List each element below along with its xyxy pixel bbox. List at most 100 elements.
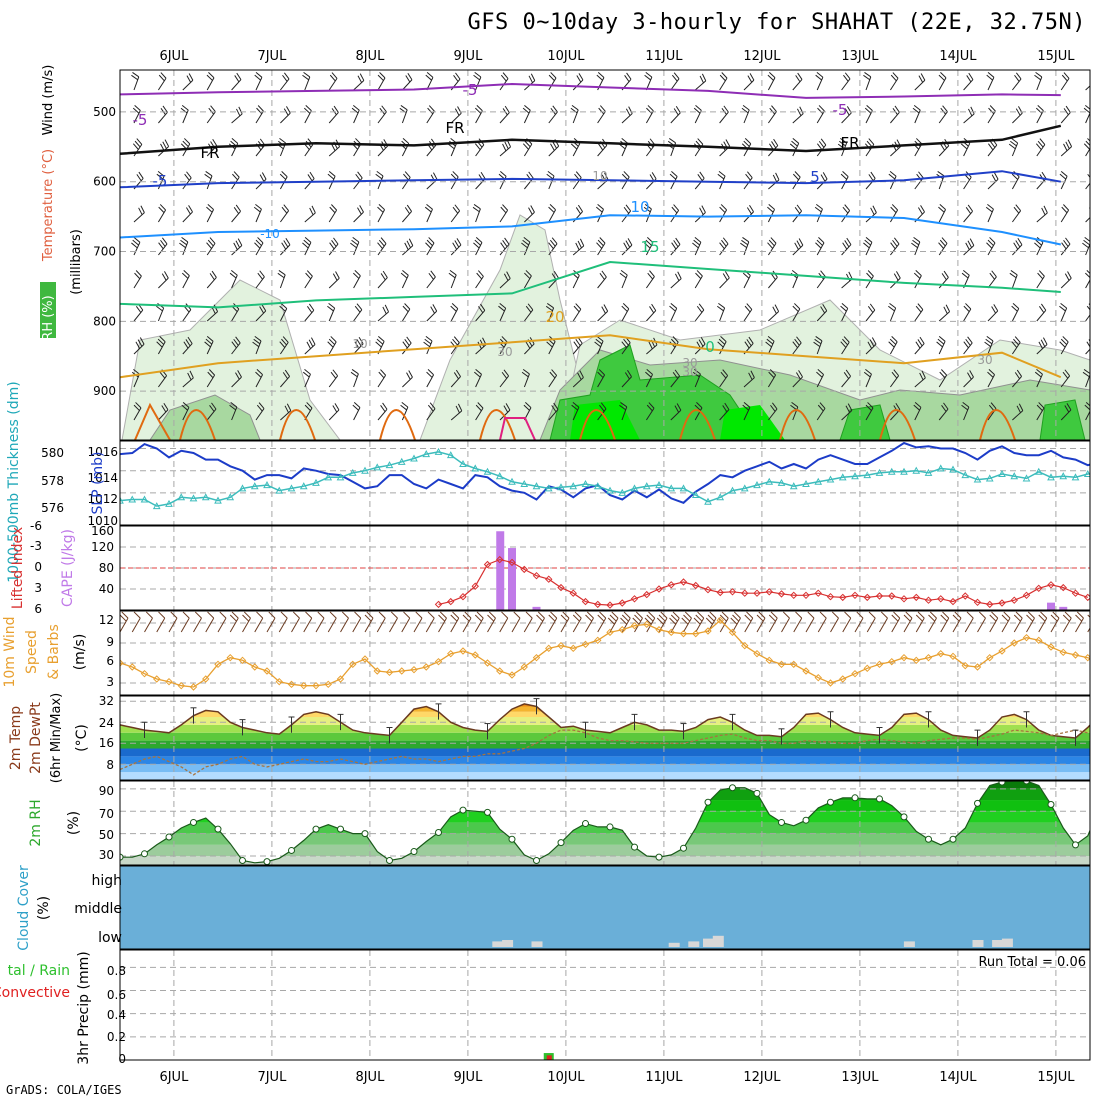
barb-feather: [892, 72, 899, 79]
isotherm-25: [479, 409, 516, 440]
barb-feather: [158, 242, 164, 250]
barb-feather: [136, 138, 143, 145]
barb-staff: [328, 409, 340, 421]
wind-barb: [158, 237, 168, 256]
wind-barb: [231, 370, 242, 388]
barb-staff: [450, 410, 463, 421]
lifted-index-marker: [888, 592, 896, 600]
wind-barb: [523, 270, 532, 289]
date-label-bottom: 15JUL: [1037, 1070, 1075, 1085]
barb-staff: [928, 617, 937, 633]
barb-feather: [551, 237, 558, 244]
wind-barb: [1060, 369, 1071, 388]
barb-staff: [597, 276, 607, 289]
wind-speed-marker: [998, 647, 1006, 655]
wind-barb: [377, 270, 388, 289]
barb-feather: [843, 336, 850, 343]
isotherm-25: [579, 409, 616, 440]
thickness-marker: [508, 477, 516, 485]
barb-staff: [767, 341, 775, 355]
barb-staff: [646, 144, 656, 157]
thickness-line: [120, 451, 1090, 507]
wind-barb: [890, 237, 900, 256]
wind-barb: [1036, 270, 1045, 289]
wind-barb: [1034, 71, 1043, 91]
barb-feather: [382, 306, 387, 315]
barb-feather: [815, 336, 823, 342]
barb-feather: [601, 306, 606, 314]
barb-feather: [621, 137, 629, 144]
wind-barb: [1035, 138, 1046, 157]
barb-feather: [767, 242, 774, 249]
precip-tick: 0.8: [107, 964, 126, 978]
barb-staff: [304, 374, 311, 388]
barb-feather: [1015, 611, 1023, 619]
thickness-marker: [189, 494, 198, 502]
date-label-top: 11JUL: [645, 49, 683, 64]
barb-feather: [744, 138, 752, 145]
barb-feather: [889, 302, 896, 309]
wind-barb: [863, 236, 873, 256]
barb-feather: [499, 302, 507, 309]
barb-staff: [1011, 176, 1020, 190]
barb-feather: [819, 402, 826, 409]
wind-barb: [816, 270, 826, 289]
barb-feather: [430, 270, 436, 278]
barb-feather: [375, 173, 383, 180]
barb-feather: [623, 611, 631, 619]
barb-feather: [820, 270, 826, 277]
barb-feather: [573, 305, 580, 313]
barb-staff: [133, 76, 140, 91]
barb-feather: [709, 611, 717, 619]
barb-staff: [231, 406, 238, 421]
barb-feather: [1035, 71, 1043, 78]
barb-staff: [548, 341, 556, 355]
wind-barb: [911, 236, 921, 256]
barb-feather: [1062, 371, 1069, 379]
barb-staff: [914, 109, 921, 124]
wind-speed-marker: [655, 625, 663, 634]
barb-feather: [524, 272, 531, 279]
wind-barb: [1036, 303, 1047, 322]
barb-feather: [937, 338, 945, 345]
pressure-tick: 700: [93, 245, 116, 259]
barb-staff: [719, 341, 727, 355]
barb-staff: [572, 79, 584, 91]
wind-barb: [961, 401, 970, 421]
barb-feather: [304, 368, 311, 375]
barb-staff: [231, 275, 238, 289]
barb-feather: [632, 617, 640, 625]
barb-feather: [161, 237, 168, 245]
barb-feather: [693, 617, 701, 625]
barb-feather: [448, 272, 456, 279]
wind-barb: [315, 611, 325, 633]
barb-staff: [719, 243, 729, 256]
wind-barb: [450, 238, 462, 256]
upper-air-frame: [119, 69, 1091, 441]
wind-barb: [255, 402, 265, 421]
barb-feather: [718, 302, 725, 309]
wind-barb: [524, 303, 534, 322]
barb-feather: [525, 270, 532, 277]
barb-staff: [694, 309, 705, 322]
wind-speed-marker: [581, 640, 590, 649]
barb-feather: [528, 75, 533, 83]
barb-feather: [919, 336, 925, 344]
barb-feather: [522, 107, 530, 114]
wind-barb: [1035, 105, 1044, 124]
barb-staff: [1060, 78, 1070, 91]
barb-feather: [356, 339, 362, 347]
barb-feather: [941, 237, 948, 244]
barb-staff: [450, 142, 458, 157]
wind-barb: [816, 369, 825, 388]
barb-staff: [401, 617, 411, 633]
barb-staff: [182, 241, 189, 256]
barb-feather: [473, 204, 481, 210]
barb-staff: [328, 375, 339, 388]
barb-feather: [547, 170, 555, 177]
barb-feather: [795, 372, 801, 380]
wind-barb: [472, 204, 481, 223]
barb-feather: [253, 206, 261, 213]
barb-feather: [502, 240, 508, 247]
barb-staff: [1036, 275, 1045, 289]
